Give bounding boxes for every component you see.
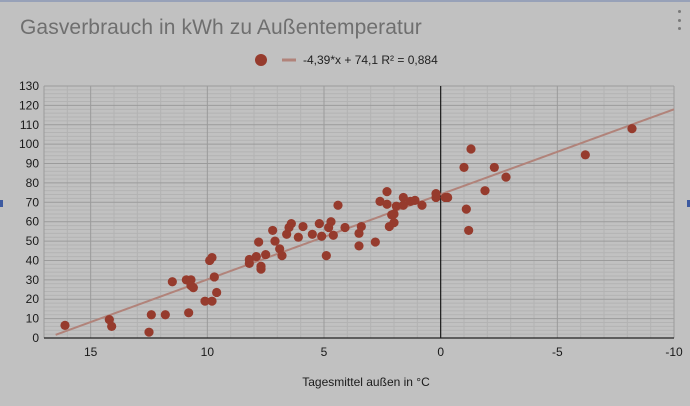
y-tick-label: 90 [26,157,40,171]
y-tick-label: 50 [26,234,40,248]
data-point [256,264,266,274]
y-tick-label: 100 [19,137,39,151]
x-tick-label: 0 [437,345,444,359]
data-point [212,287,222,298]
x-tick-label: 5 [321,345,328,359]
minor-gridlines [43,86,674,338]
y-tick-label: 120 [19,98,39,112]
y-tick-label: 30 [26,273,40,287]
data-point [398,192,408,203]
data-point [244,254,254,265]
data-point [466,144,476,154]
trendline-group [55,108,675,336]
y-tick-label: 0 [32,331,39,345]
data-points [60,124,637,337]
data-point [461,204,471,214]
data-point [410,195,420,205]
data-point [389,218,399,228]
data-point [627,124,637,134]
data-point [298,221,308,232]
data-point [107,321,117,331]
data-point [417,200,427,210]
data-point [326,217,336,227]
data-point [321,251,331,261]
data-point [501,172,511,182]
data-point [370,237,380,247]
legend-point-swatch [255,54,267,66]
data-point [207,296,217,306]
data-point [251,251,261,262]
data-point [333,200,343,210]
data-point [60,320,70,330]
data-point [489,162,499,173]
y-tick-labels: 0 10 20 30 40 50 60 70 80 90 100 110 120 130 [19,79,39,345]
data-point [382,199,392,209]
data-point [254,237,264,247]
y-tick-label: 10 [26,312,40,326]
legend[interactable]: -4,39*x + 74,1 R² = 0,884 [255,53,438,67]
data-point [160,310,170,320]
data-point [431,188,441,199]
data-point [184,308,194,318]
x-tick-label: 10 [201,345,215,359]
data-point [167,277,177,287]
chart-title: Gasverbrauch in kWh zu Außentemperatur [20,16,422,39]
data-point [277,251,287,261]
data-point [188,283,198,293]
y-tick-label: 80 [26,176,40,190]
major-gridlines [43,85,675,339]
y-tick-label: 130 [19,79,39,93]
data-point [270,236,280,246]
data-point [391,201,401,211]
data-point [307,229,317,239]
data-point [464,225,474,236]
x-tick-label: -10 [665,345,683,359]
data-point [293,232,303,242]
data-point [398,200,408,210]
data-point [328,230,338,240]
data-point [340,222,350,233]
legend-trendline-label: -4,39*x + 74,1 R² = 0,884 [303,53,438,67]
data-point [354,241,364,251]
data-point [443,192,453,203]
data-point [375,196,385,206]
resize-handle-right[interactable] [687,200,690,207]
data-point [356,221,366,232]
data-point [200,296,210,306]
more-vert-icon[interactable] [676,10,682,30]
card-top-border [0,0,690,2]
data-point [261,250,271,260]
data-point [146,310,156,320]
x-tick-label: -5 [552,345,563,359]
x-tick-label: 15 [84,345,98,359]
data-point [382,187,392,197]
data-point [480,186,490,196]
data-point [314,219,324,229]
trendline [55,108,675,336]
y-tick-label: 40 [26,253,40,267]
data-point [286,219,296,229]
data-point [389,209,399,219]
y-tick-label: 60 [26,215,40,229]
x-axis-label: Tagesmittel außen in °C [302,375,430,389]
x-tick-labels: 15 10 5 0 -5 -10 [84,345,683,359]
y-tick-label: 20 [26,292,40,306]
resize-handle-left[interactable] [0,200,3,207]
data-point [317,231,327,241]
data-point [209,272,219,282]
data-point [268,225,278,236]
data-point [207,252,217,263]
y-tick-label: 110 [20,118,39,132]
data-point [459,162,469,173]
data-point [580,150,590,160]
y-tick-label: 70 [26,195,40,209]
data-point [144,327,154,337]
